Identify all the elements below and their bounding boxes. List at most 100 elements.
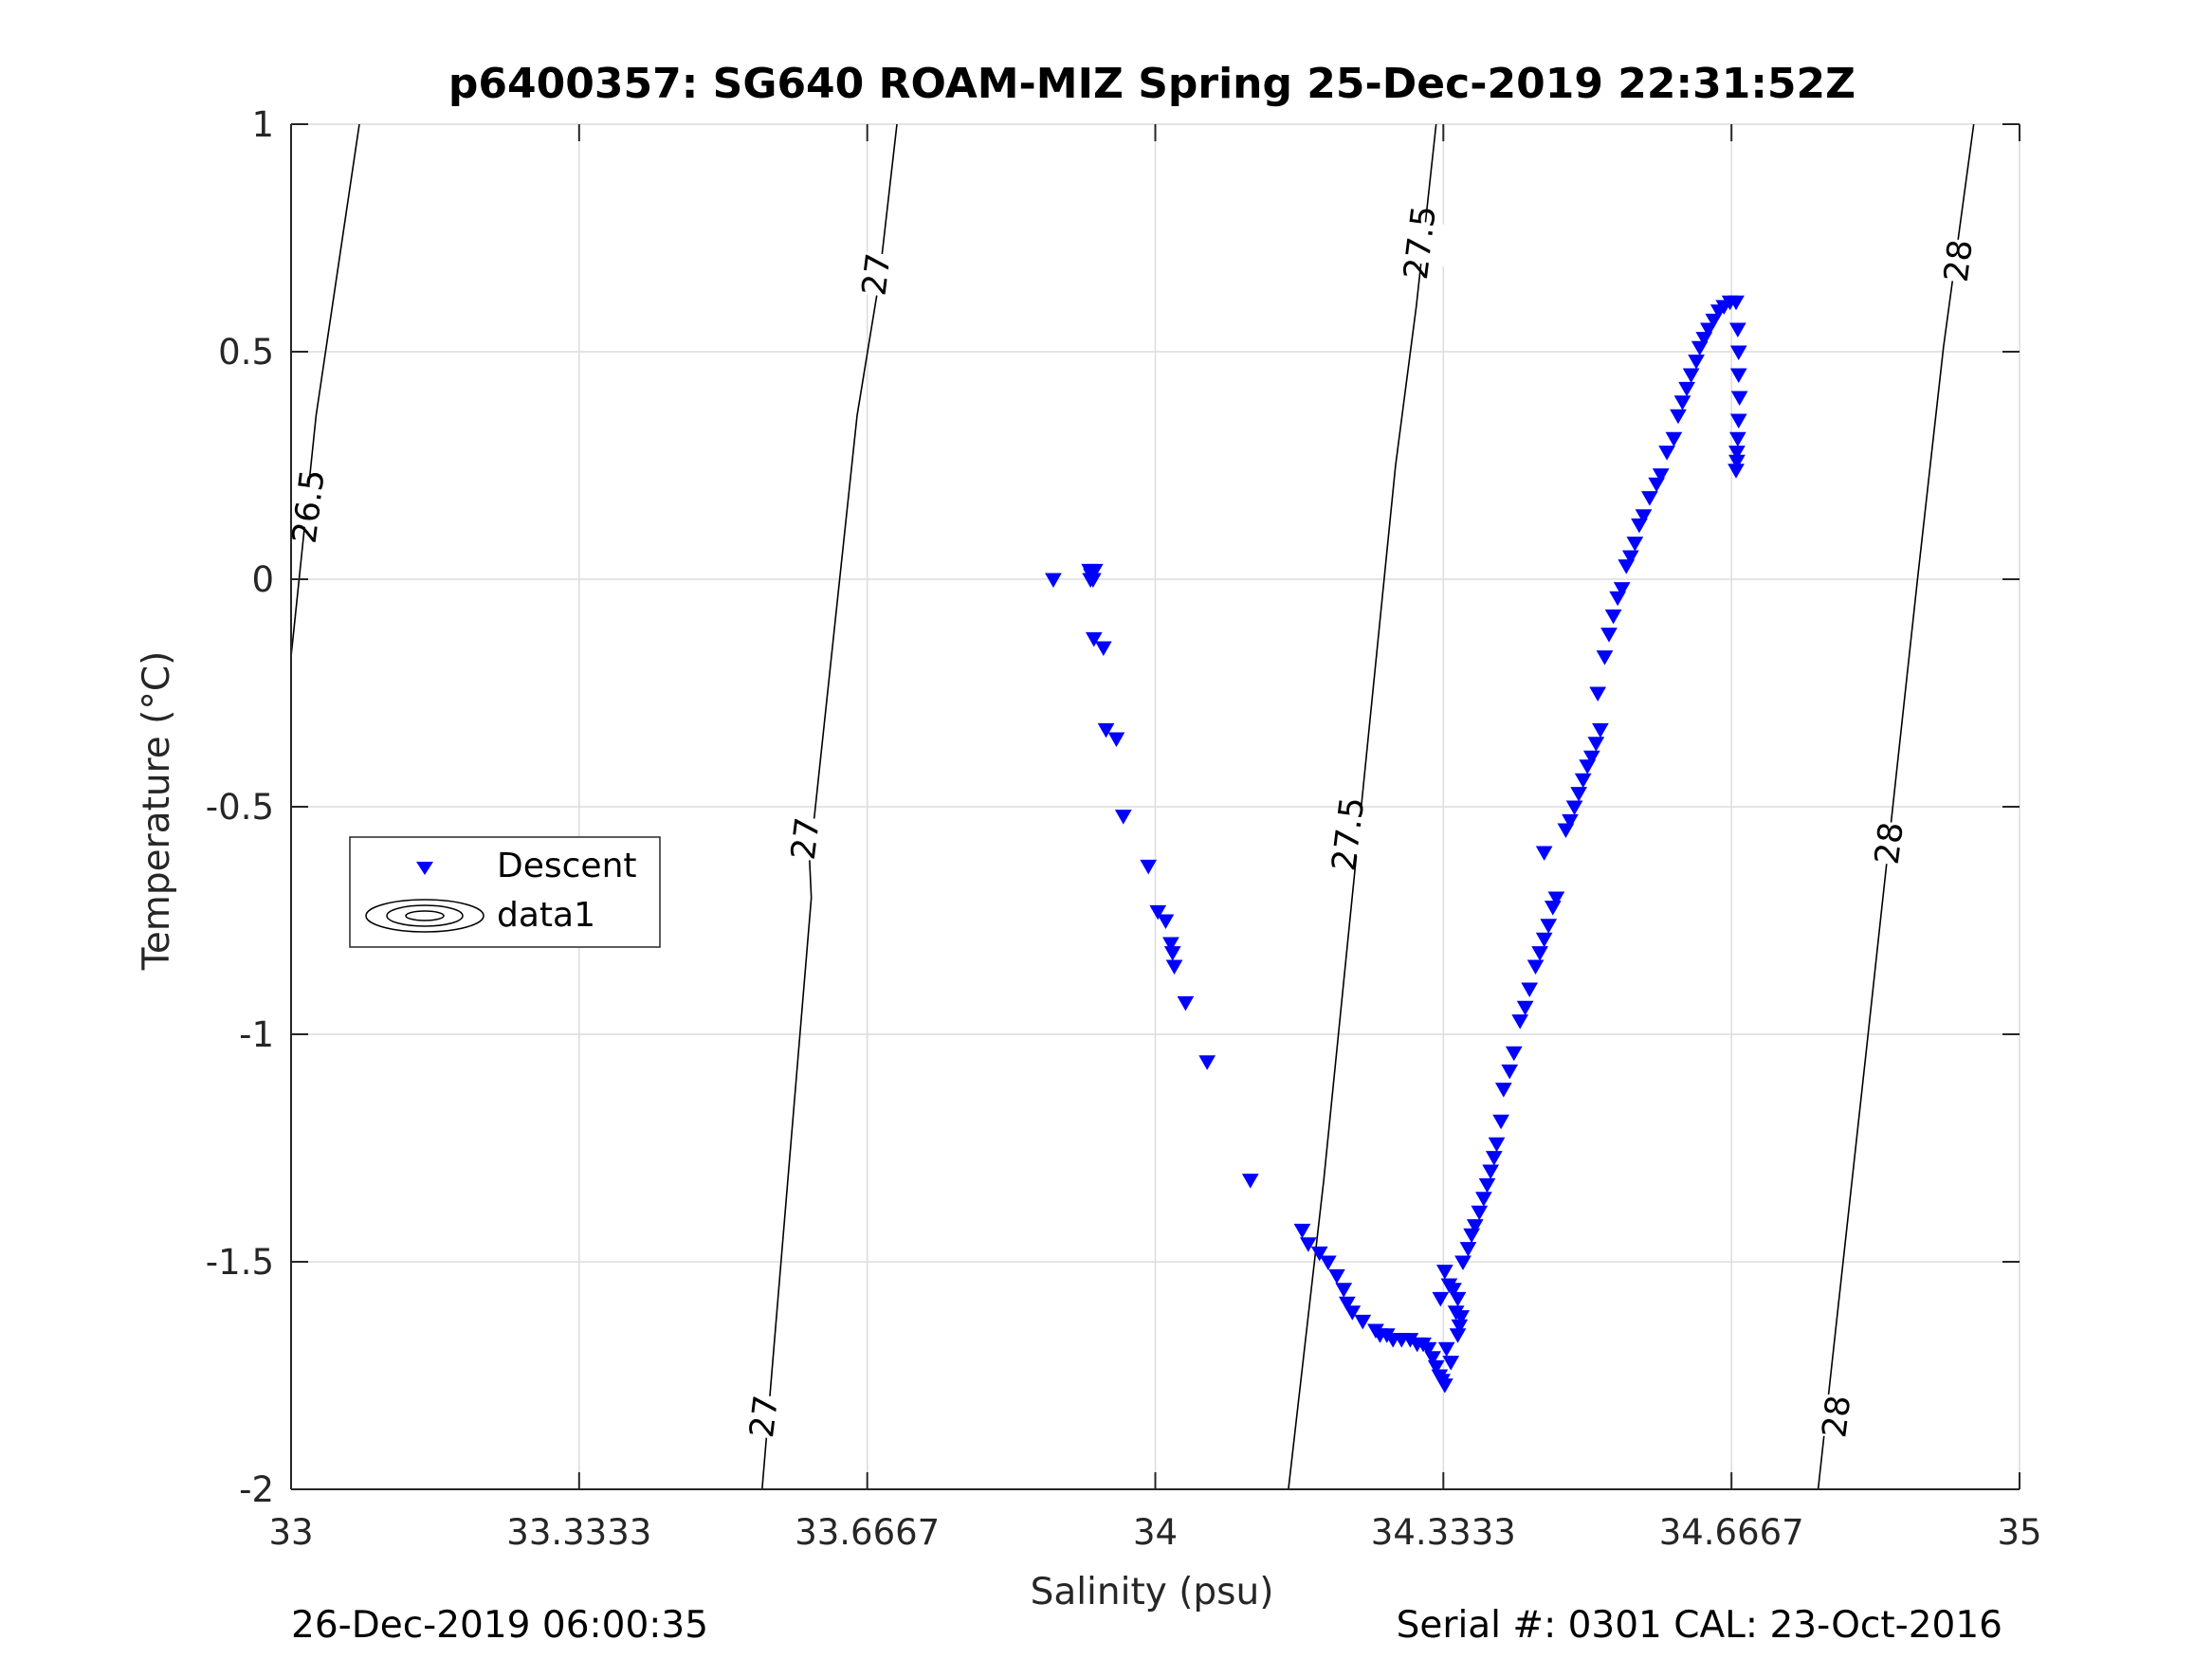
- descent-point: [1613, 582, 1631, 597]
- contour-label: 28: [1869, 820, 1911, 866]
- descent-point: [1140, 859, 1158, 875]
- contour-label: 27: [856, 251, 899, 298]
- y-tick-label: -2: [239, 1469, 274, 1510]
- descent-point: [1085, 631, 1103, 647]
- descent-point: [1562, 813, 1579, 830]
- x-tick-label: 33.3333: [506, 1512, 651, 1553]
- descent-point: [1445, 1283, 1462, 1298]
- descent-point: [1162, 937, 1179, 953]
- descent-point: [1658, 446, 1675, 461]
- descent-point: [1729, 413, 1747, 429]
- descent-point: [1621, 550, 1639, 566]
- contour-label: 27: [785, 815, 828, 862]
- y-tick-label: 0: [251, 559, 274, 600]
- descent-point: [1728, 446, 1746, 461]
- descent-point: [1728, 295, 1745, 311]
- legend: Descent data1: [349, 836, 661, 948]
- descent-point: [1241, 1174, 1259, 1189]
- contour-label-background: [1788, 1390, 1885, 1443]
- descent-point: [1526, 959, 1545, 975]
- descent-point: [1665, 431, 1683, 447]
- descent-point: [1728, 322, 1746, 338]
- descent-point: [1535, 846, 1553, 862]
- y-tick-label: -1.5: [206, 1242, 274, 1283]
- descent-point: [1505, 1046, 1523, 1062]
- y-axis-label: Temperature (°C): [136, 651, 178, 972]
- descent-point: [1114, 810, 1132, 825]
- contour-label-background: [1910, 234, 2006, 287]
- descent-point: [1453, 1310, 1471, 1325]
- descent-point: [1454, 1255, 1472, 1271]
- x-tick-label: 34: [1133, 1512, 1178, 1553]
- x-tick-label: 34.3333: [1371, 1512, 1516, 1553]
- descent-point: [1157, 914, 1175, 930]
- descent-point: [1587, 737, 1605, 752]
- descent-point: [1471, 1205, 1489, 1221]
- descent-point: [1635, 509, 1653, 524]
- descent-point: [1293, 1223, 1311, 1239]
- descent-point: [1328, 1268, 1345, 1285]
- descent-point: [1338, 1296, 1356, 1312]
- y-tick-label: -0.5: [206, 787, 274, 828]
- descent-point: [1485, 1151, 1503, 1166]
- descent-point: [1641, 491, 1658, 506]
- legend-data1-contour-icon: [365, 899, 484, 933]
- legend-descent-marker: [416, 862, 433, 875]
- descent-point: [1165, 959, 1183, 975]
- descent-point: [1705, 313, 1723, 329]
- descent-point: [1596, 650, 1614, 665]
- descent-point: [1492, 1114, 1509, 1130]
- descent-point: [1086, 563, 1104, 579]
- descent-point: [1511, 1014, 1529, 1030]
- contour-label-background: [828, 247, 924, 301]
- descent-point: [1531, 946, 1548, 961]
- contour-label: 27.5: [1398, 204, 1444, 282]
- descent-point: [1540, 919, 1558, 934]
- chart-title: p6400357: SG640 ROAM-MIZ Spring 25-Dec-2…: [448, 60, 1856, 108]
- descent-point: [1478, 1177, 1496, 1194]
- descent-point: [1424, 1351, 1441, 1366]
- descent-point: [1673, 395, 1691, 410]
- descent-point: [1729, 368, 1747, 384]
- descent-point: [1344, 1305, 1362, 1321]
- descent-point: [1082, 573, 1099, 589]
- descent-point: [1437, 1341, 1455, 1358]
- descent-point: [1592, 722, 1609, 738]
- contour-label-background: [758, 811, 853, 866]
- descent-point: [1094, 641, 1112, 657]
- descent-point: [1728, 464, 1745, 479]
- density-contours: 26.5 27 27 27 27.5 27.5 28 28 28: [260, 123, 2006, 1490]
- descent-point: [1547, 891, 1565, 907]
- descent-point: [1335, 1283, 1353, 1298]
- contour-label: 28: [1816, 1394, 1858, 1440]
- descent-point: [1494, 1083, 1512, 1098]
- descent-point: [1574, 773, 1592, 789]
- footer-serial-cal: Serial #: 0301 CAL: 23-Oct-2016: [1397, 1604, 2002, 1647]
- descent-point: [1516, 1000, 1534, 1016]
- descent-point: [1459, 1242, 1477, 1257]
- descent-point: [1107, 732, 1125, 748]
- descent-point: [1670, 409, 1687, 425]
- descent-point: [1728, 431, 1746, 447]
- descent-point: [1688, 355, 1705, 370]
- descent-point: [1432, 1291, 1450, 1307]
- descent-point: [1163, 946, 1181, 961]
- descent-point: [1535, 932, 1553, 948]
- x-tick-labels: 33 33.3333 33.6667 34 34.3333 34.6667 35: [268, 1512, 2041, 1553]
- descent-point: [1466, 1219, 1484, 1234]
- descent-point: [1198, 1055, 1216, 1070]
- x-axis-label: Salinity (psu): [1031, 1571, 1274, 1613]
- legend-box: [349, 836, 661, 948]
- descent-point: [1728, 454, 1746, 470]
- descent-points: [1045, 295, 1748, 1394]
- descent-point: [1521, 982, 1539, 998]
- axes: [290, 123, 2020, 1490]
- descent-point: [1482, 1164, 1500, 1180]
- descent-point: [1604, 609, 1622, 625]
- descent-point: [1045, 573, 1062, 589]
- contour-label-background: [1841, 816, 1937, 870]
- x-tick-label: 33.6667: [795, 1512, 940, 1553]
- contour-label-background: [1372, 216, 1468, 269]
